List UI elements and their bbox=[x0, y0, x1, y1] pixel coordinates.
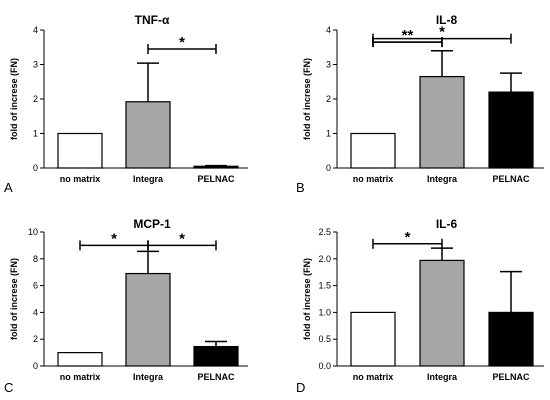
y-tick-label: 2 bbox=[326, 94, 331, 104]
category-label: Integra bbox=[133, 372, 164, 382]
bar-pelnac bbox=[488, 311, 534, 367]
significance-label: * bbox=[179, 34, 185, 51]
y-tick-label: 0 bbox=[33, 361, 38, 371]
y-tick-label: 2.0 bbox=[318, 254, 331, 264]
significance-label: * bbox=[439, 24, 445, 41]
y-tick-label: 3 bbox=[326, 60, 331, 70]
panel-letter: D bbox=[296, 380, 305, 395]
category-label: Integra bbox=[427, 372, 458, 382]
y-tick-label: 1.5 bbox=[318, 281, 331, 291]
y-tick-label: 0 bbox=[326, 163, 331, 173]
y-tick-label: 8 bbox=[33, 254, 38, 264]
y-axis-label: fold of increse (FN) bbox=[9, 258, 19, 340]
chart-title: MCP-1 bbox=[133, 217, 171, 231]
panel-c: MCP-1 0 2 4 6 8 10 fold of increse (FN) no matri… bbox=[4, 217, 248, 395]
y-tick-label: 1 bbox=[33, 129, 38, 139]
category-label: PELNAC bbox=[492, 174, 530, 184]
panel-d: IL-6 0.0 0.5 1.0 1.5 2.0 2.5 fold of increse (F… bbox=[296, 217, 544, 395]
bar-no-matrix bbox=[350, 311, 396, 367]
y-tick-label: 0.0 bbox=[318, 361, 331, 371]
category-label: no matrix bbox=[353, 372, 394, 382]
significance-label: * bbox=[111, 230, 117, 247]
y-tick-label: 2 bbox=[33, 94, 38, 104]
y-axis-label: fold of increse (FN) bbox=[302, 258, 312, 340]
y-axis-label: fold of increse (FN) bbox=[302, 58, 312, 140]
category-label: no matrix bbox=[60, 372, 101, 382]
y-tick-label: 0 bbox=[33, 163, 38, 173]
y-tick-label: 2 bbox=[33, 334, 38, 344]
y-tick-label: 1.0 bbox=[318, 307, 331, 317]
panel-a: TNF-α 0 1 2 3 4 fold of increse (FN) no matrix I… bbox=[4, 13, 248, 195]
y-tick-label: 3 bbox=[33, 60, 38, 70]
y-tick-label: 6 bbox=[33, 281, 38, 291]
panel-letter: A bbox=[4, 180, 13, 195]
category-label: PELNAC bbox=[492, 372, 530, 382]
y-tick-label: 0.5 bbox=[318, 334, 331, 344]
bar-pelnac bbox=[488, 91, 534, 169]
bar-integra bbox=[419, 75, 465, 169]
significance-label: * bbox=[405, 229, 411, 246]
y-tick-label: 10 bbox=[28, 227, 38, 237]
panel-letter: B bbox=[296, 180, 305, 195]
category-label: Integra bbox=[133, 174, 164, 184]
chart-title: IL-8 bbox=[436, 13, 458, 27]
bar-pelnac bbox=[193, 165, 239, 169]
category-label: no matrix bbox=[353, 174, 394, 184]
category-label: PELNAC bbox=[197, 174, 235, 184]
category-label: no matrix bbox=[60, 174, 101, 184]
y-tick-label: 4 bbox=[33, 307, 38, 317]
bar-no-matrix bbox=[350, 132, 396, 169]
bar-integra bbox=[125, 101, 171, 169]
bar-integra bbox=[419, 259, 465, 367]
bar-no-matrix bbox=[57, 132, 103, 169]
significance-label: * bbox=[179, 230, 185, 247]
chart-title: TNF-α bbox=[135, 13, 170, 27]
category-label: PELNAC bbox=[197, 372, 235, 382]
panel-b: IL-8 0 1 2 3 4 fold of increse (FN) no matrix In… bbox=[296, 13, 544, 195]
panel-letter: C bbox=[4, 380, 13, 395]
y-tick-label: 4 bbox=[326, 25, 331, 35]
category-label: Integra bbox=[427, 174, 458, 184]
y-tick-label: 2.5 bbox=[318, 227, 331, 237]
chart-title: IL-6 bbox=[436, 217, 458, 231]
bar-integra bbox=[125, 272, 171, 367]
y-axis-label: fold of increse (FN) bbox=[9, 58, 19, 140]
y-tick-label: 4 bbox=[33, 25, 38, 35]
significance-label: ** bbox=[402, 27, 414, 44]
bar-no-matrix bbox=[57, 352, 103, 367]
bar-pelnac bbox=[193, 345, 239, 367]
y-tick-label: 1 bbox=[326, 129, 331, 139]
